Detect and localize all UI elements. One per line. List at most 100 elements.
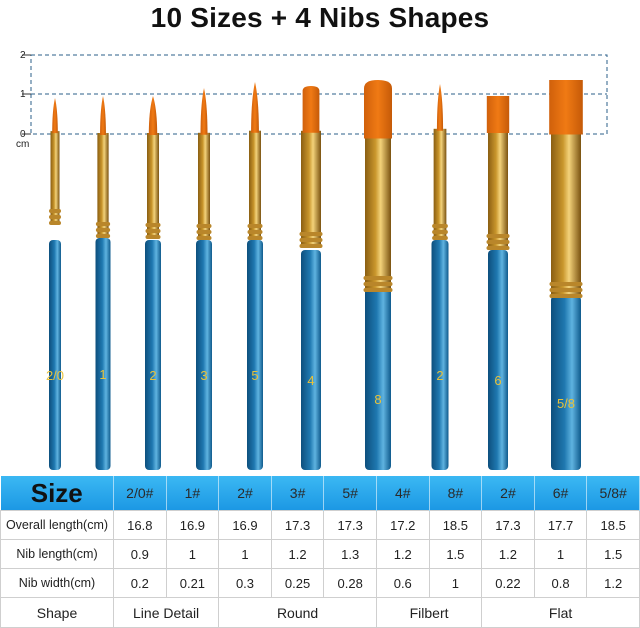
spec-cell: 0.9 (113, 539, 167, 569)
spec-cell: 0.3 (218, 568, 272, 598)
spec-cell: 17.2 (375, 510, 430, 540)
spec-cell: 17.3 (481, 510, 535, 540)
size-col-header: 2# (481, 476, 535, 511)
brush-bristles (52, 98, 58, 134)
brush-lineup: 2/0 1 2 3 5 4 8 2 6 5/8 (46, 80, 583, 470)
ruler-label-2: 2 (20, 50, 26, 61)
paintbrush: 4 (299, 86, 323, 470)
paintbrush: 6 (486, 96, 510, 470)
paintbrush: 5/8 (549, 80, 583, 470)
spec-table: Size 2/0# 1# 2# 3# 5# 4# 8# 2# 6# 5/8# Overall le… (0, 476, 640, 628)
ferrule-crimp-ring (432, 224, 448, 228)
paintbrush: 3 (196, 88, 212, 470)
brush-bristles (549, 80, 583, 135)
spec-cell: 0.6 (375, 568, 430, 598)
brush-size-label: 4 (307, 373, 314, 388)
shape-group-cell: Round (218, 597, 377, 628)
paintbrush: 2/0 (46, 98, 64, 470)
spec-cell: 1.5 (586, 539, 640, 569)
spec-cell: 16.9 (165, 510, 220, 540)
ruler-label-1: 1 (20, 89, 26, 100)
spec-row-label: Nib width(cm) (0, 568, 114, 598)
shape-group-cell: Line Detail (112, 597, 220, 628)
spec-row: Nib length(cm) 0.9 1 1 1.2 1.3 1.2 1.5 1.2 1 1.5 (0, 539, 640, 569)
ferrule-crimp-ring (549, 294, 583, 298)
brush-bristles (302, 86, 320, 133)
brush-handle (196, 240, 212, 470)
paintbrush: 2 (431, 84, 449, 470)
brush-handle (301, 250, 321, 470)
brush-ferrule (147, 133, 159, 237)
spec-body: Overall length(cm) 16.8 16.9 16.9 17.3 17.3 17… (0, 510, 640, 628)
brush-ferrule (97, 133, 109, 236)
brush-size-label: 3 (200, 368, 207, 383)
spec-cell: 0.28 (323, 568, 377, 598)
spec-cell: 0.25 (270, 568, 325, 598)
spec-cell: 0.21 (165, 568, 220, 598)
brush-handle (95, 238, 111, 470)
page-title: 10 Sizes + 4 Nibs Shapes (150, 2, 490, 33)
paintbrush: 5 (247, 82, 263, 470)
spec-cell: 17.3 (270, 510, 325, 540)
shape-group-cell: Flat (481, 597, 640, 628)
spec-cell: 1.5 (428, 539, 483, 569)
brush-ferrule (551, 132, 581, 296)
ferrule-crimp-ring (95, 222, 111, 226)
size-col-header: 2/0# (113, 476, 167, 511)
spec-cell: 18.5 (586, 510, 640, 540)
brush-ferrule (198, 132, 210, 238)
ferrule-crimp-ring (145, 229, 161, 233)
brush-handle (551, 296, 581, 470)
ferrule-crimp-ring (432, 230, 448, 234)
ferrule-crimp-ring (49, 221, 61, 225)
brush-size-label: 2 (149, 368, 156, 383)
spec-row-label: Nib length(cm) (0, 539, 114, 569)
spec-cell: 0.22 (481, 568, 535, 598)
brush-size-label: 8 (374, 392, 381, 407)
spec-cell: 1 (533, 539, 588, 569)
brush-size-label: 6 (494, 373, 501, 388)
brush-bristles (436, 84, 444, 131)
brush-size-label: 1 (99, 367, 106, 382)
brush-size-label: 2/0 (46, 368, 64, 383)
size-col-header: 6# (534, 476, 588, 511)
brush-handle (431, 240, 449, 470)
brush-ferrule (365, 136, 391, 290)
spec-cell: 1.3 (323, 539, 377, 569)
ferrule-crimp-ring (247, 230, 263, 234)
ferrule-crimp-ring (95, 234, 111, 238)
spec-cell: 18.5 (428, 510, 483, 540)
shape-row: Shape Line Detail Round Filbert Flat (0, 597, 640, 628)
ferrule-crimp-ring (486, 240, 510, 244)
ferrule-crimp-ring (299, 238, 323, 242)
brush-bristles (486, 96, 510, 133)
spec-cell: 1.2 (375, 539, 430, 569)
brush-handle (365, 288, 391, 470)
brush-bristles (251, 82, 259, 133)
size-col-header: 3# (271, 476, 325, 511)
brush-handle (247, 240, 263, 470)
size-col-header: 5# (323, 476, 377, 511)
paintbrush: 8 (363, 80, 393, 470)
spec-row-label: Overall length(cm) (0, 510, 114, 540)
spec-cell: 0.2 (113, 568, 167, 598)
brush-handle (145, 240, 161, 470)
ferrule-crimp-ring (247, 224, 263, 228)
ferrule-crimp-ring (363, 288, 393, 292)
spec-cell: 1.2 (481, 539, 535, 569)
paintbrush: 2 (145, 96, 161, 470)
ruler-unit: cm (16, 139, 29, 150)
ferrule-crimp-ring (549, 282, 583, 286)
ferrule-crimp-ring (247, 236, 263, 240)
spec-row: Nib width(cm) 0.2 0.21 0.3 0.25 0.28 0.6 1 0.22 0… (0, 568, 640, 598)
spec-cell: 16.8 (113, 510, 167, 540)
spec-cell: 0.8 (533, 568, 588, 598)
size-col-header: 1# (166, 476, 220, 511)
brush-size-label: 2 (436, 368, 443, 383)
brush-size-label: 5 (251, 368, 258, 383)
brush-bristles (100, 96, 106, 135)
ferrule-crimp-ring (363, 276, 393, 280)
spec-cell: 1.2 (586, 568, 640, 598)
ferrule-crimp-ring (486, 246, 510, 250)
spec-cell: 1.2 (270, 539, 325, 569)
